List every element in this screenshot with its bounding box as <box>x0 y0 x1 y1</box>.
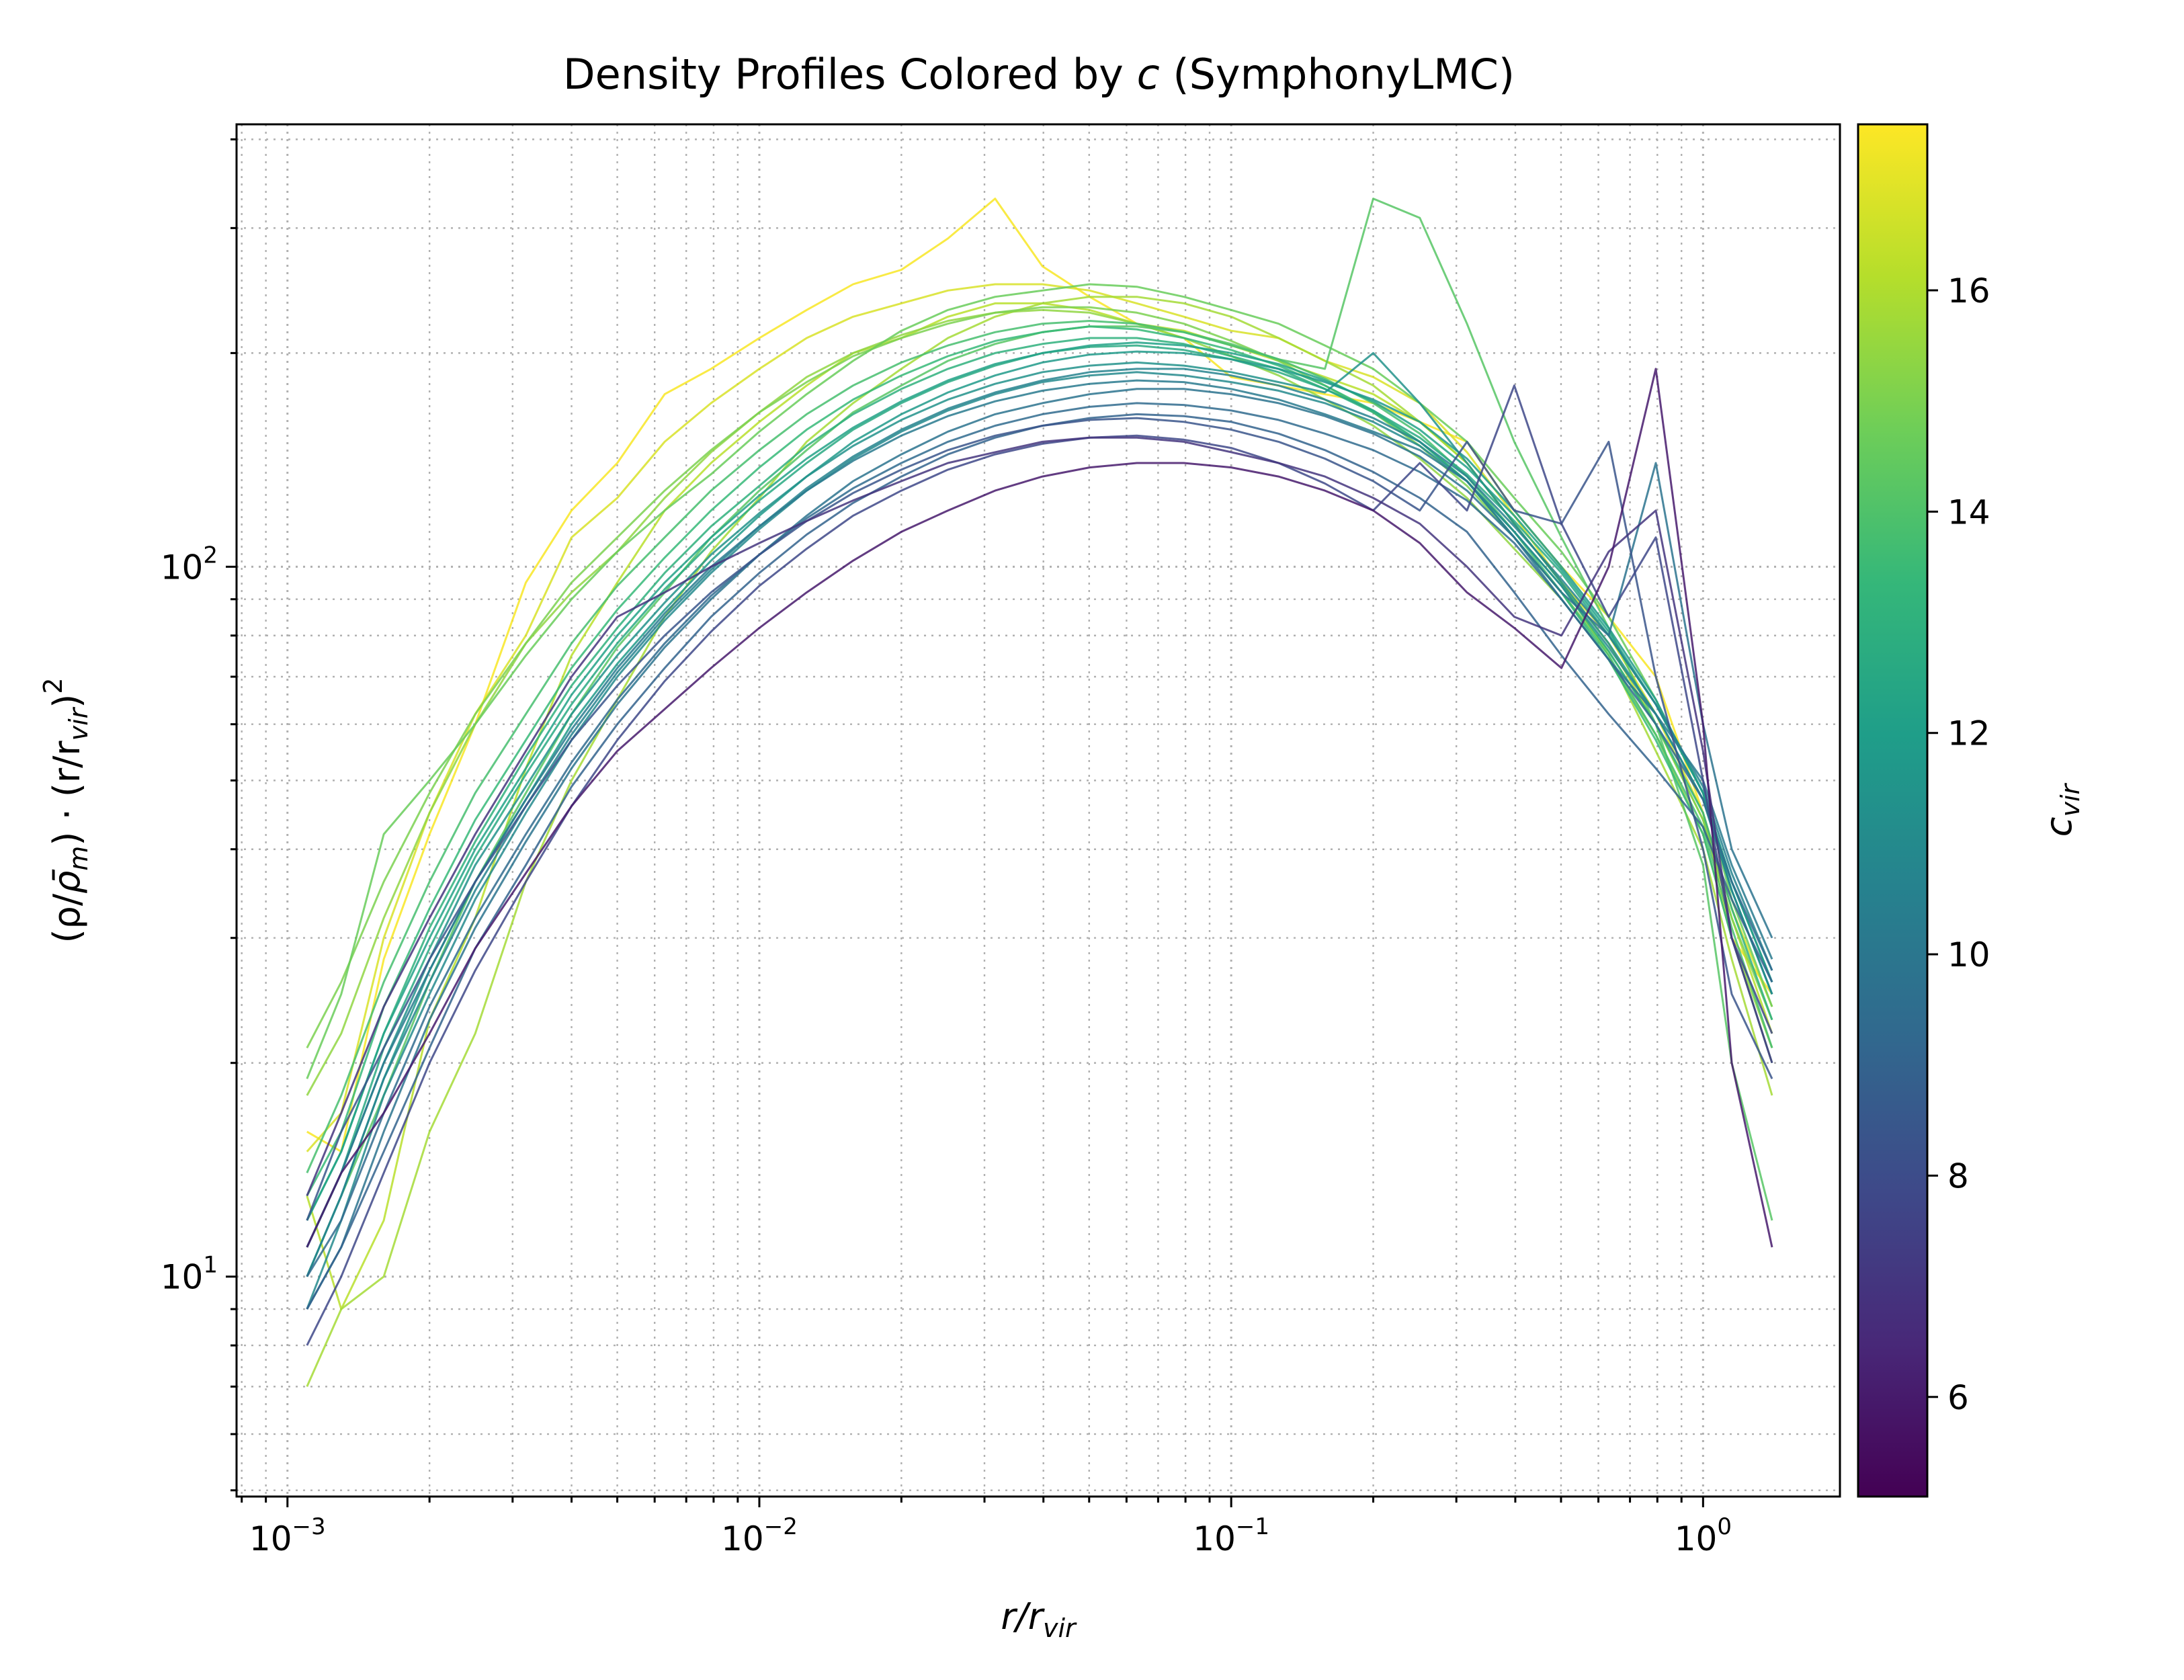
grid-lines <box>237 124 1840 1497</box>
profile-line <box>306 388 1773 1310</box>
y-tick-label: 101 <box>161 1252 218 1297</box>
y-tick-label: 102 <box>161 542 218 587</box>
profile-line <box>306 371 1773 1310</box>
svg-text:(ρ/ρ̄m) · (r/rvir)2: (ρ/ρ̄m) · (r/rvir)2 <box>38 677 93 943</box>
profile-line <box>306 402 1773 1277</box>
profile-line <box>306 368 1773 1248</box>
x-tick-label: 10−2 <box>721 1513 798 1558</box>
series-lines <box>306 198 1773 1388</box>
svg-text:cvir: cvir <box>2038 782 2085 837</box>
x-tick-label: 100 <box>1675 1513 1732 1558</box>
x-axis-label: r/rvir <box>1001 1595 1077 1643</box>
plot-frame <box>235 123 1841 1498</box>
colorbar-label: cvir <box>2038 782 2085 837</box>
x-tick-label: 10−3 <box>249 1513 326 1558</box>
profile-line <box>306 341 1773 1221</box>
profile-line <box>306 436 1773 1196</box>
y-axis-ticks: 101 102 <box>161 138 237 1492</box>
chart-title: Density Profiles Colored by c (SymphonyL… <box>563 50 1515 99</box>
profile-line <box>306 283 1773 1079</box>
colorbar-tick-label: 16 <box>1947 271 1990 310</box>
colorbar-tick-label: 10 <box>1947 935 1990 974</box>
profile-line <box>306 417 1773 1221</box>
colorbar-tick-label: 12 <box>1947 714 1990 753</box>
profile-line <box>306 308 1773 1096</box>
x-tick-label: 10−1 <box>1193 1513 1269 1558</box>
colorbar <box>1857 123 1929 1498</box>
colorbar-tick-label: 8 <box>1947 1157 1969 1195</box>
profile-line <box>306 320 1773 1174</box>
colorbar-tick-label: 6 <box>1947 1378 1969 1417</box>
profile-line <box>306 368 1773 1277</box>
colorbar-ticks: 6 8 10 12 14 16 <box>1927 271 1990 1417</box>
colorbar-tick-label: 14 <box>1947 493 1990 532</box>
profile-line <box>306 384 1773 1346</box>
profile-line <box>306 379 1773 1248</box>
x-axis-ticks: 10−3 10−2 10−1 100 <box>241 1497 1732 1558</box>
y-axis-label: (ρ/ρ̄m) · (r/rvir)2 <box>38 677 93 943</box>
